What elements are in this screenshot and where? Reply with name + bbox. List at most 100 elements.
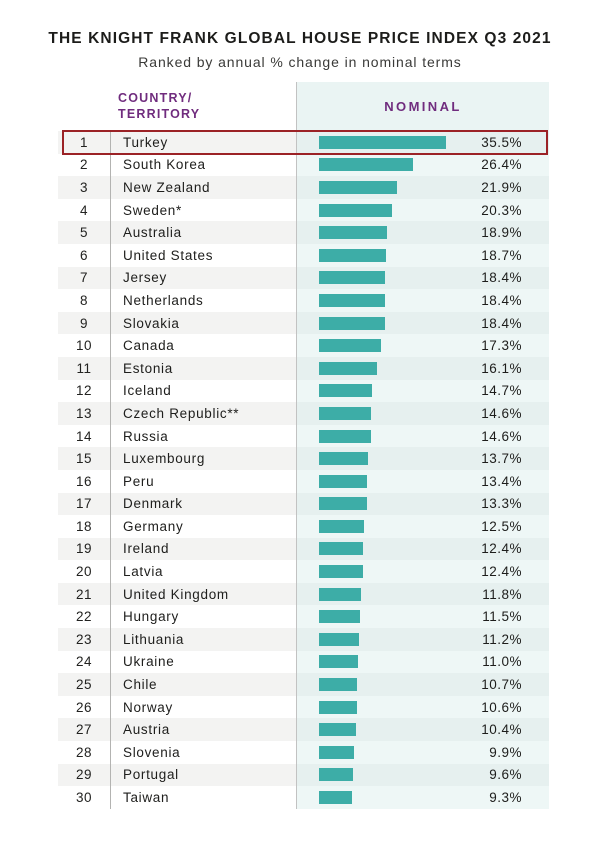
value-label: 18.4% bbox=[481, 315, 522, 331]
value-bar bbox=[319, 768, 354, 782]
nominal-cell: 11.2% bbox=[296, 628, 549, 651]
table-row: 26 Norway 10.6% bbox=[58, 695, 549, 719]
table-row: 30 Taiwan 9.3% bbox=[58, 786, 549, 809]
value-bar bbox=[319, 655, 359, 669]
value-bar bbox=[319, 632, 360, 646]
value-bar bbox=[319, 316, 385, 330]
rank-label: 18 bbox=[75, 518, 93, 534]
nominal-cell: 12.5% bbox=[296, 515, 549, 538]
value-label: 17.3% bbox=[481, 338, 522, 354]
country-label: Lithuania bbox=[110, 628, 296, 651]
nominal-cell: 20.3% bbox=[296, 198, 549, 222]
rank-label: 11 bbox=[76, 360, 92, 376]
rank-label: 20 bbox=[75, 564, 93, 580]
country-label: United States bbox=[110, 243, 296, 267]
table-row: 3 New Zealand 21.9% bbox=[58, 176, 549, 199]
table-row: 5 Australia 18.9% bbox=[58, 221, 549, 244]
value-bar bbox=[319, 203, 392, 217]
rank-label: 8 bbox=[79, 292, 88, 308]
value-bar bbox=[319, 135, 446, 149]
table-row: 4 Sweden* 20.3% bbox=[58, 198, 549, 222]
rank-label: 12 bbox=[75, 383, 93, 399]
value-bar bbox=[319, 226, 387, 240]
value-label: 11.8% bbox=[482, 586, 522, 602]
value-bar bbox=[319, 700, 357, 714]
country-label: United Kingdom bbox=[110, 582, 296, 606]
table-row: 29 Portugal 9.6% bbox=[58, 763, 549, 787]
nominal-cell: 18.9% bbox=[296, 221, 549, 244]
table-row: 9 Slovakia 18.4% bbox=[58, 311, 549, 335]
value-label: 26.4% bbox=[481, 157, 522, 173]
value-bar bbox=[319, 406, 372, 420]
nominal-column-header: NOMINAL bbox=[296, 82, 549, 131]
table-row: 6 United States 18.7% bbox=[58, 243, 549, 267]
table-row: 14 Russia 14.6% bbox=[58, 424, 549, 448]
value-label: 21.9% bbox=[481, 179, 522, 195]
country-label: Latvia bbox=[110, 560, 296, 583]
country-label: Estonia bbox=[110, 356, 296, 380]
rank-label: 10 bbox=[75, 338, 93, 354]
value-bar bbox=[319, 180, 398, 194]
value-bar bbox=[319, 271, 385, 285]
rank-label: 19 bbox=[75, 541, 93, 557]
rank-label: 15 bbox=[75, 451, 93, 467]
table-row: 16 Peru 13.4% bbox=[58, 469, 549, 493]
value-bar bbox=[319, 587, 362, 601]
country-label: New Zealand bbox=[110, 176, 296, 199]
nominal-cell: 11.5% bbox=[296, 605, 549, 629]
nominal-cell: 13.7% bbox=[296, 447, 549, 470]
country-label: Peru bbox=[110, 469, 296, 493]
rank-label: 2 bbox=[79, 157, 88, 173]
table-row: 25 Chile 10.7% bbox=[58, 673, 549, 696]
value-label: 9.9% bbox=[489, 744, 522, 760]
value-label: 13.3% bbox=[481, 496, 522, 512]
rank-label: 5 bbox=[79, 225, 88, 241]
country-column-header: COUNTRY/ TERRITORY bbox=[58, 82, 296, 131]
country-header-line1: COUNTRY/ bbox=[118, 90, 193, 105]
value-bar bbox=[319, 384, 372, 398]
value-label: 13.7% bbox=[481, 451, 522, 467]
value-label: 11.2% bbox=[482, 631, 522, 647]
nominal-cell: 9.9% bbox=[296, 741, 549, 764]
rank-label: 28 bbox=[75, 744, 93, 760]
country-label: Netherlands bbox=[110, 289, 296, 312]
country-label: Portugal bbox=[110, 763, 296, 787]
page-title: THE KNIGHT FRANK GLOBAL HOUSE PRICE INDE… bbox=[48, 30, 552, 47]
nominal-cell: 11.0% bbox=[296, 650, 549, 674]
value-bar bbox=[319, 293, 385, 307]
value-label: 18.9% bbox=[481, 225, 522, 241]
value-label: 10.7% bbox=[481, 677, 522, 693]
nominal-cell: 14.6% bbox=[296, 402, 549, 425]
table-row: 12 Iceland 14.7% bbox=[58, 379, 549, 403]
table-row: 18 Germany 12.5% bbox=[58, 515, 549, 538]
table-row: 24 Ukraine 11.0% bbox=[58, 650, 549, 674]
value-label: 10.6% bbox=[481, 699, 522, 715]
table-body: 1 Turkey 35.5% 2 South Korea 26.4% 3 New Zealan… bbox=[58, 131, 549, 809]
value-bar bbox=[319, 745, 355, 759]
table-row: 10 Canada 17.3% bbox=[58, 334, 549, 357]
country-label: Russia bbox=[110, 424, 296, 448]
country-label: Ukraine bbox=[110, 650, 296, 674]
table-row: 11 Estonia 16.1% bbox=[58, 356, 549, 380]
rank-label: 27 bbox=[75, 722, 93, 738]
value-bar bbox=[319, 248, 386, 262]
country-header-line2: TERRITORY bbox=[118, 106, 201, 121]
table-row: 2 South Korea 26.4% bbox=[58, 153, 549, 177]
rank-label: 16 bbox=[75, 473, 93, 489]
nominal-cell: 13.4% bbox=[296, 469, 549, 493]
rank-label: 6 bbox=[79, 247, 88, 263]
nominal-cell: 10.6% bbox=[296, 695, 549, 719]
rank-label: 21 bbox=[75, 586, 93, 602]
country-label: Sweden* bbox=[110, 198, 296, 222]
value-label: 14.6% bbox=[481, 405, 522, 421]
value-bar bbox=[319, 339, 381, 353]
value-bar bbox=[319, 723, 357, 737]
table-row: 15 Luxembourg 13.7% bbox=[58, 447, 549, 470]
value-label: 11.5% bbox=[482, 609, 522, 625]
country-label: Norway bbox=[110, 695, 296, 719]
table-row: 27 Austria 10.4% bbox=[58, 718, 549, 742]
value-bar bbox=[319, 497, 367, 511]
value-label: 12.4% bbox=[481, 541, 522, 557]
table-header: COUNTRY/ TERRITORY NOMINAL bbox=[58, 82, 549, 131]
